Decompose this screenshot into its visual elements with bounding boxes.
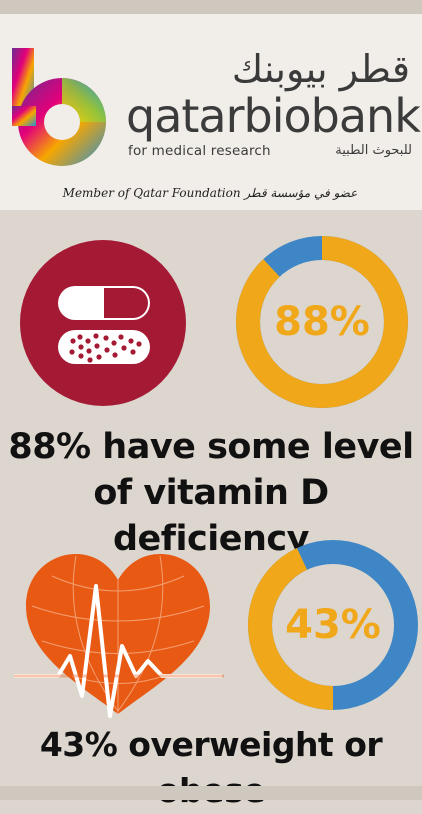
heart-icon	[14, 554, 224, 718]
stat-headline: 88% have some level of vitamin D deficie…	[8, 427, 414, 559]
brand-tagline: for medical research	[128, 143, 271, 159]
brand-tagline-arabic: للبحوث الطبية	[335, 143, 412, 158]
donut-chart-vitamin-d: 88%	[236, 236, 408, 408]
brand-name: qatarbiobank	[126, 89, 421, 143]
brand-name-arabic: قطر بيوبنك	[231, 47, 410, 91]
donut-chart-overweight: 43%	[248, 540, 418, 710]
pills-icon	[20, 240, 186, 406]
percent-label: 43%	[285, 602, 381, 648]
top-strip	[0, 0, 422, 14]
member-line: Member of Qatar Foundation عضو في مؤسسة …	[62, 186, 358, 200]
ring-fill	[248, 540, 418, 710]
ring-fill	[236, 236, 408, 408]
stat-headline: 43% overweight or obese	[39, 725, 383, 810]
percent-label: 88%	[274, 299, 370, 345]
qatar-biobank-logo-icon	[12, 48, 106, 166]
bottom-strip	[0, 786, 422, 800]
stat-overweight: 43% 43% overweight or obese	[0, 540, 422, 810]
stat-vitamin-d: 88% 88% have some level of vitamin D def…	[0, 210, 422, 559]
header: قطر بيوبنك qatarbiobank for medical rese…	[0, 14, 422, 210]
